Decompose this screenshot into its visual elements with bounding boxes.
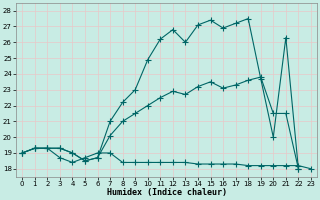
- X-axis label: Humidex (Indice chaleur): Humidex (Indice chaleur): [107, 188, 227, 197]
